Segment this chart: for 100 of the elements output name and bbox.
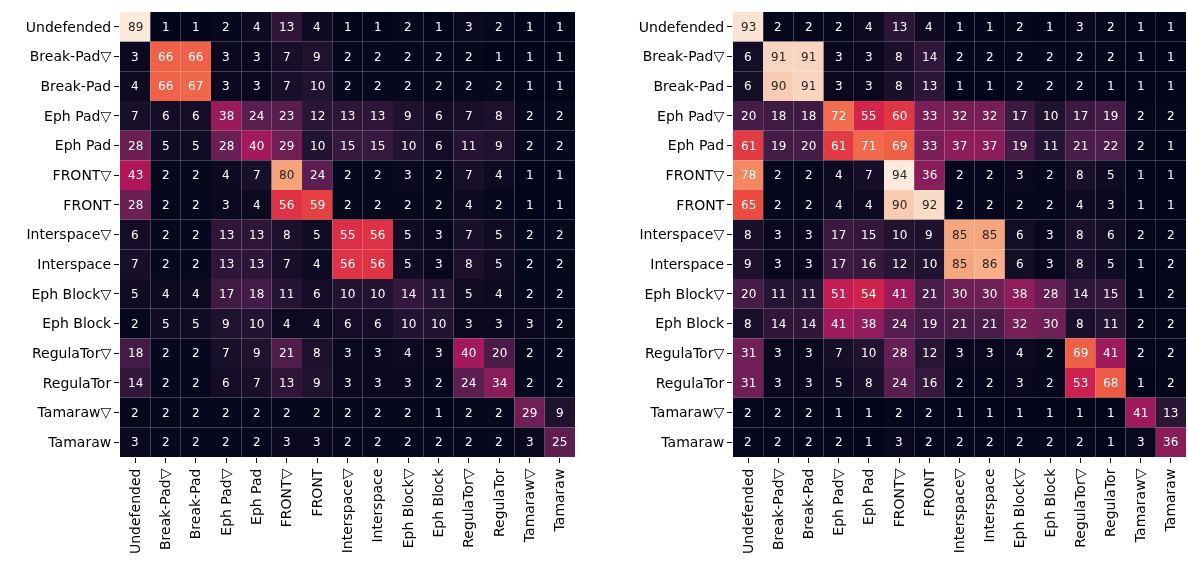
data-label: 1 [986, 20, 994, 34]
x-tick-label: FRONT▽ [278, 468, 295, 528]
x-tick-label: RegulaTor [490, 468, 507, 538]
data-label: 2 [404, 406, 412, 420]
data-label: 53 [1073, 376, 1089, 390]
data-label: 78 [741, 168, 757, 182]
data-label: 8 [744, 228, 752, 242]
data-label: 66 [188, 50, 204, 64]
data-label: 21 [922, 287, 938, 301]
data-label: 2 [192, 435, 200, 449]
y-tick-label: Break-Pad [653, 78, 725, 95]
x-tick-label: Tamaraw [551, 468, 568, 533]
data-label: 2 [1046, 198, 1054, 212]
data-label: 19 [922, 317, 938, 331]
data-label: 3 [805, 376, 813, 390]
y-tick-label: Eph Pad [54, 137, 112, 154]
data-label: 2 [131, 317, 139, 331]
data-label: 3 [404, 168, 412, 182]
data-label: 7 [835, 346, 843, 360]
data-label: 41 [1103, 346, 1119, 360]
data-label: 21 [952, 317, 968, 331]
data-label: 19 [771, 139, 787, 153]
data-label: 4 [313, 20, 321, 34]
data-label: 2 [162, 435, 170, 449]
data-label: 14 [128, 376, 144, 390]
data-label: 6 [344, 317, 352, 331]
data-label: 68 [1103, 376, 1119, 390]
data-label: 4 [253, 198, 261, 212]
data-label: 3 [956, 346, 964, 360]
data-label: 18 [128, 346, 144, 360]
data-label: 16 [922, 376, 938, 390]
data-label: 4 [222, 168, 230, 182]
data-label: 2 [774, 406, 782, 420]
data-label: 2 [192, 346, 200, 360]
data-label: 2 [344, 406, 352, 420]
x-tick-label: Eph Pad [248, 468, 265, 525]
data-label: 2 [1137, 228, 1145, 242]
data-label: 3 [435, 228, 443, 242]
data-label: 30 [952, 287, 968, 301]
data-label: 2 [162, 376, 170, 390]
data-label: 9 [313, 50, 321, 64]
data-label: 41 [892, 287, 908, 301]
data-label: 18 [771, 109, 787, 123]
y-tick-label: Tamaraw▽ [649, 404, 725, 421]
data-label: 2 [1046, 435, 1054, 449]
data-label: 24 [892, 317, 908, 331]
data-label: 1 [526, 20, 534, 34]
y-tick-label: FRONT [63, 196, 112, 213]
data-label: 13 [922, 79, 938, 93]
data-label: 2 [1046, 346, 1054, 360]
data-label: 2 [805, 20, 813, 34]
data-label: 2 [344, 50, 352, 64]
x-tick-label: Break-Pad [800, 468, 817, 540]
data-label: 1 [1137, 257, 1145, 271]
data-label: 10 [370, 287, 386, 301]
data-label: 32 [952, 109, 968, 123]
data-label: 66 [158, 79, 174, 93]
data-label: 9 [313, 376, 321, 390]
data-label: 3 [526, 317, 534, 331]
data-label: 4 [1076, 198, 1084, 212]
data-label: 1 [1137, 287, 1145, 301]
y-tick-label: Eph Pad▽ [44, 107, 112, 124]
data-label: 14 [401, 287, 417, 301]
data-label: 86 [982, 257, 998, 271]
data-label: 2 [956, 168, 964, 182]
x-tick-label: Eph Block [430, 467, 447, 538]
data-label: 2 [344, 79, 352, 93]
data-label: 1 [956, 79, 964, 93]
x-tick-label: Tamaraw▽ [521, 468, 538, 544]
y-tick-label: RegulaTor▽ [645, 345, 725, 362]
data-label: 4 [253, 20, 261, 34]
data-label: 2 [162, 228, 170, 242]
data-label: 2 [1016, 20, 1024, 34]
data-label: 1 [1137, 50, 1145, 64]
data-label: 94 [892, 168, 908, 182]
data-label: 21 [279, 346, 295, 360]
data-label: 2 [1046, 50, 1054, 64]
data-label: 15 [370, 139, 386, 153]
data-label: 13 [219, 257, 235, 271]
data-label: 2 [556, 109, 564, 123]
data-label: 1 [435, 20, 443, 34]
data-label: 2 [404, 198, 412, 212]
data-label: 2 [465, 406, 473, 420]
data-label: 41 [831, 317, 847, 331]
data-label: 3 [1076, 20, 1084, 34]
x-tick-label: FRONT [920, 468, 937, 517]
data-label: 5 [192, 139, 200, 153]
y-tick-label: Eph Block [42, 315, 113, 332]
data-label: 5 [131, 287, 139, 301]
y-tick-label: Interspace [37, 256, 112, 273]
data-label: 4 [465, 198, 473, 212]
data-label: 7 [865, 168, 873, 182]
data-label: 3 [805, 346, 813, 360]
data-label: 1 [1137, 168, 1145, 182]
data-label: 20 [801, 139, 817, 153]
data-label: 1 [192, 20, 200, 34]
data-label: 2 [162, 346, 170, 360]
data-label: 41 [1133, 406, 1149, 420]
x-tick-label: Tamaraw▽ [1132, 468, 1149, 544]
data-label: 2 [774, 168, 782, 182]
